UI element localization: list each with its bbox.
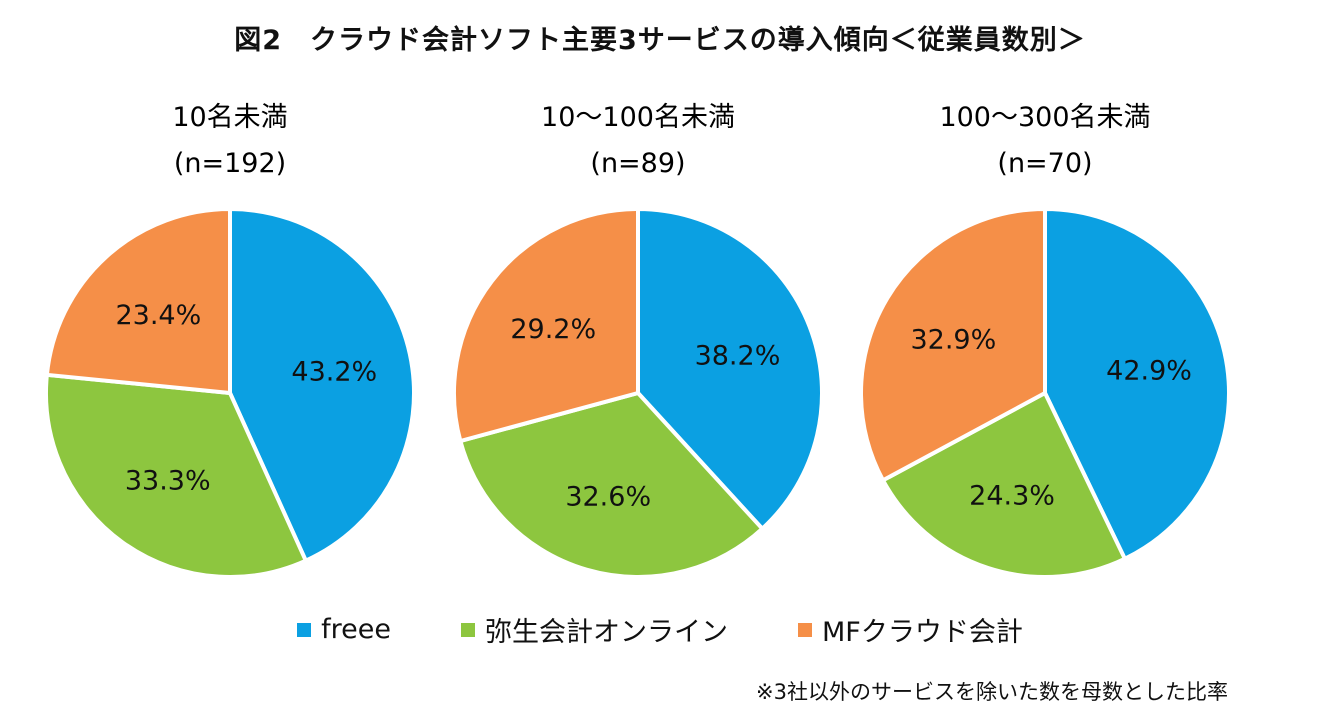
pie-slice-MFクラウド会計: [44, 206, 232, 396]
pie-slice-freee: [1043, 206, 1231, 562]
pie-sample-size: (n=89): [590, 148, 685, 179]
legend-label: 弥生会計オンライン: [485, 617, 729, 648]
pie-slice-弥生会計オンライン: [880, 390, 1128, 579]
legend-swatch: [297, 622, 312, 637]
legend-label: freee: [321, 614, 392, 645]
chart-title: 図2 クラウド会計ソフト主要3サービスの導入傾向＜従業員数別＞: [234, 25, 1086, 56]
legend: freee 弥生会計オンライン MFクラウド会計: [0, 610, 1320, 649]
pie-slice-MFクラウド会計: [859, 206, 1047, 484]
data-label: 38.2%: [695, 340, 781, 371]
data-label: 43.2%: [291, 357, 377, 388]
data-label: 23.4%: [115, 300, 201, 331]
data-label: 32.6%: [565, 481, 651, 512]
legend-item-mf: MFクラウド会計: [798, 610, 1023, 649]
legend-swatch: [798, 622, 813, 637]
pie-slice-MFクラウド会計: [452, 206, 640, 444]
footnote: ※3社以外のサービスを除いた数を母数とした比率: [756, 680, 1228, 704]
legend-item-yayoi: 弥生会計オンライン: [461, 610, 728, 649]
legend-item-freee: freee: [297, 610, 391, 649]
data-label: 29.2%: [510, 314, 596, 345]
legend-swatch: [461, 622, 476, 637]
pie-slice-弥生会計オンライン: [44, 372, 309, 579]
pie-title: 10～100名未満: [541, 102, 735, 133]
data-label: 32.9%: [910, 324, 996, 355]
pie-title: 100～300名未満: [939, 102, 1150, 133]
pie-title: 10名未満: [172, 102, 287, 133]
pie-slice-freee: [228, 206, 416, 564]
data-label: 42.9%: [1106, 355, 1192, 386]
pie-slice-freee: [636, 206, 824, 532]
data-label: 24.3%: [969, 481, 1055, 512]
legend-label: MFクラウド会計: [822, 617, 1023, 648]
data-label: 33.3%: [125, 466, 211, 497]
pie-slice-弥生会計オンライン: [457, 390, 766, 579]
pie-sample-size: (n=70): [997, 148, 1092, 179]
pie-sample-size: (n=192): [174, 148, 286, 179]
